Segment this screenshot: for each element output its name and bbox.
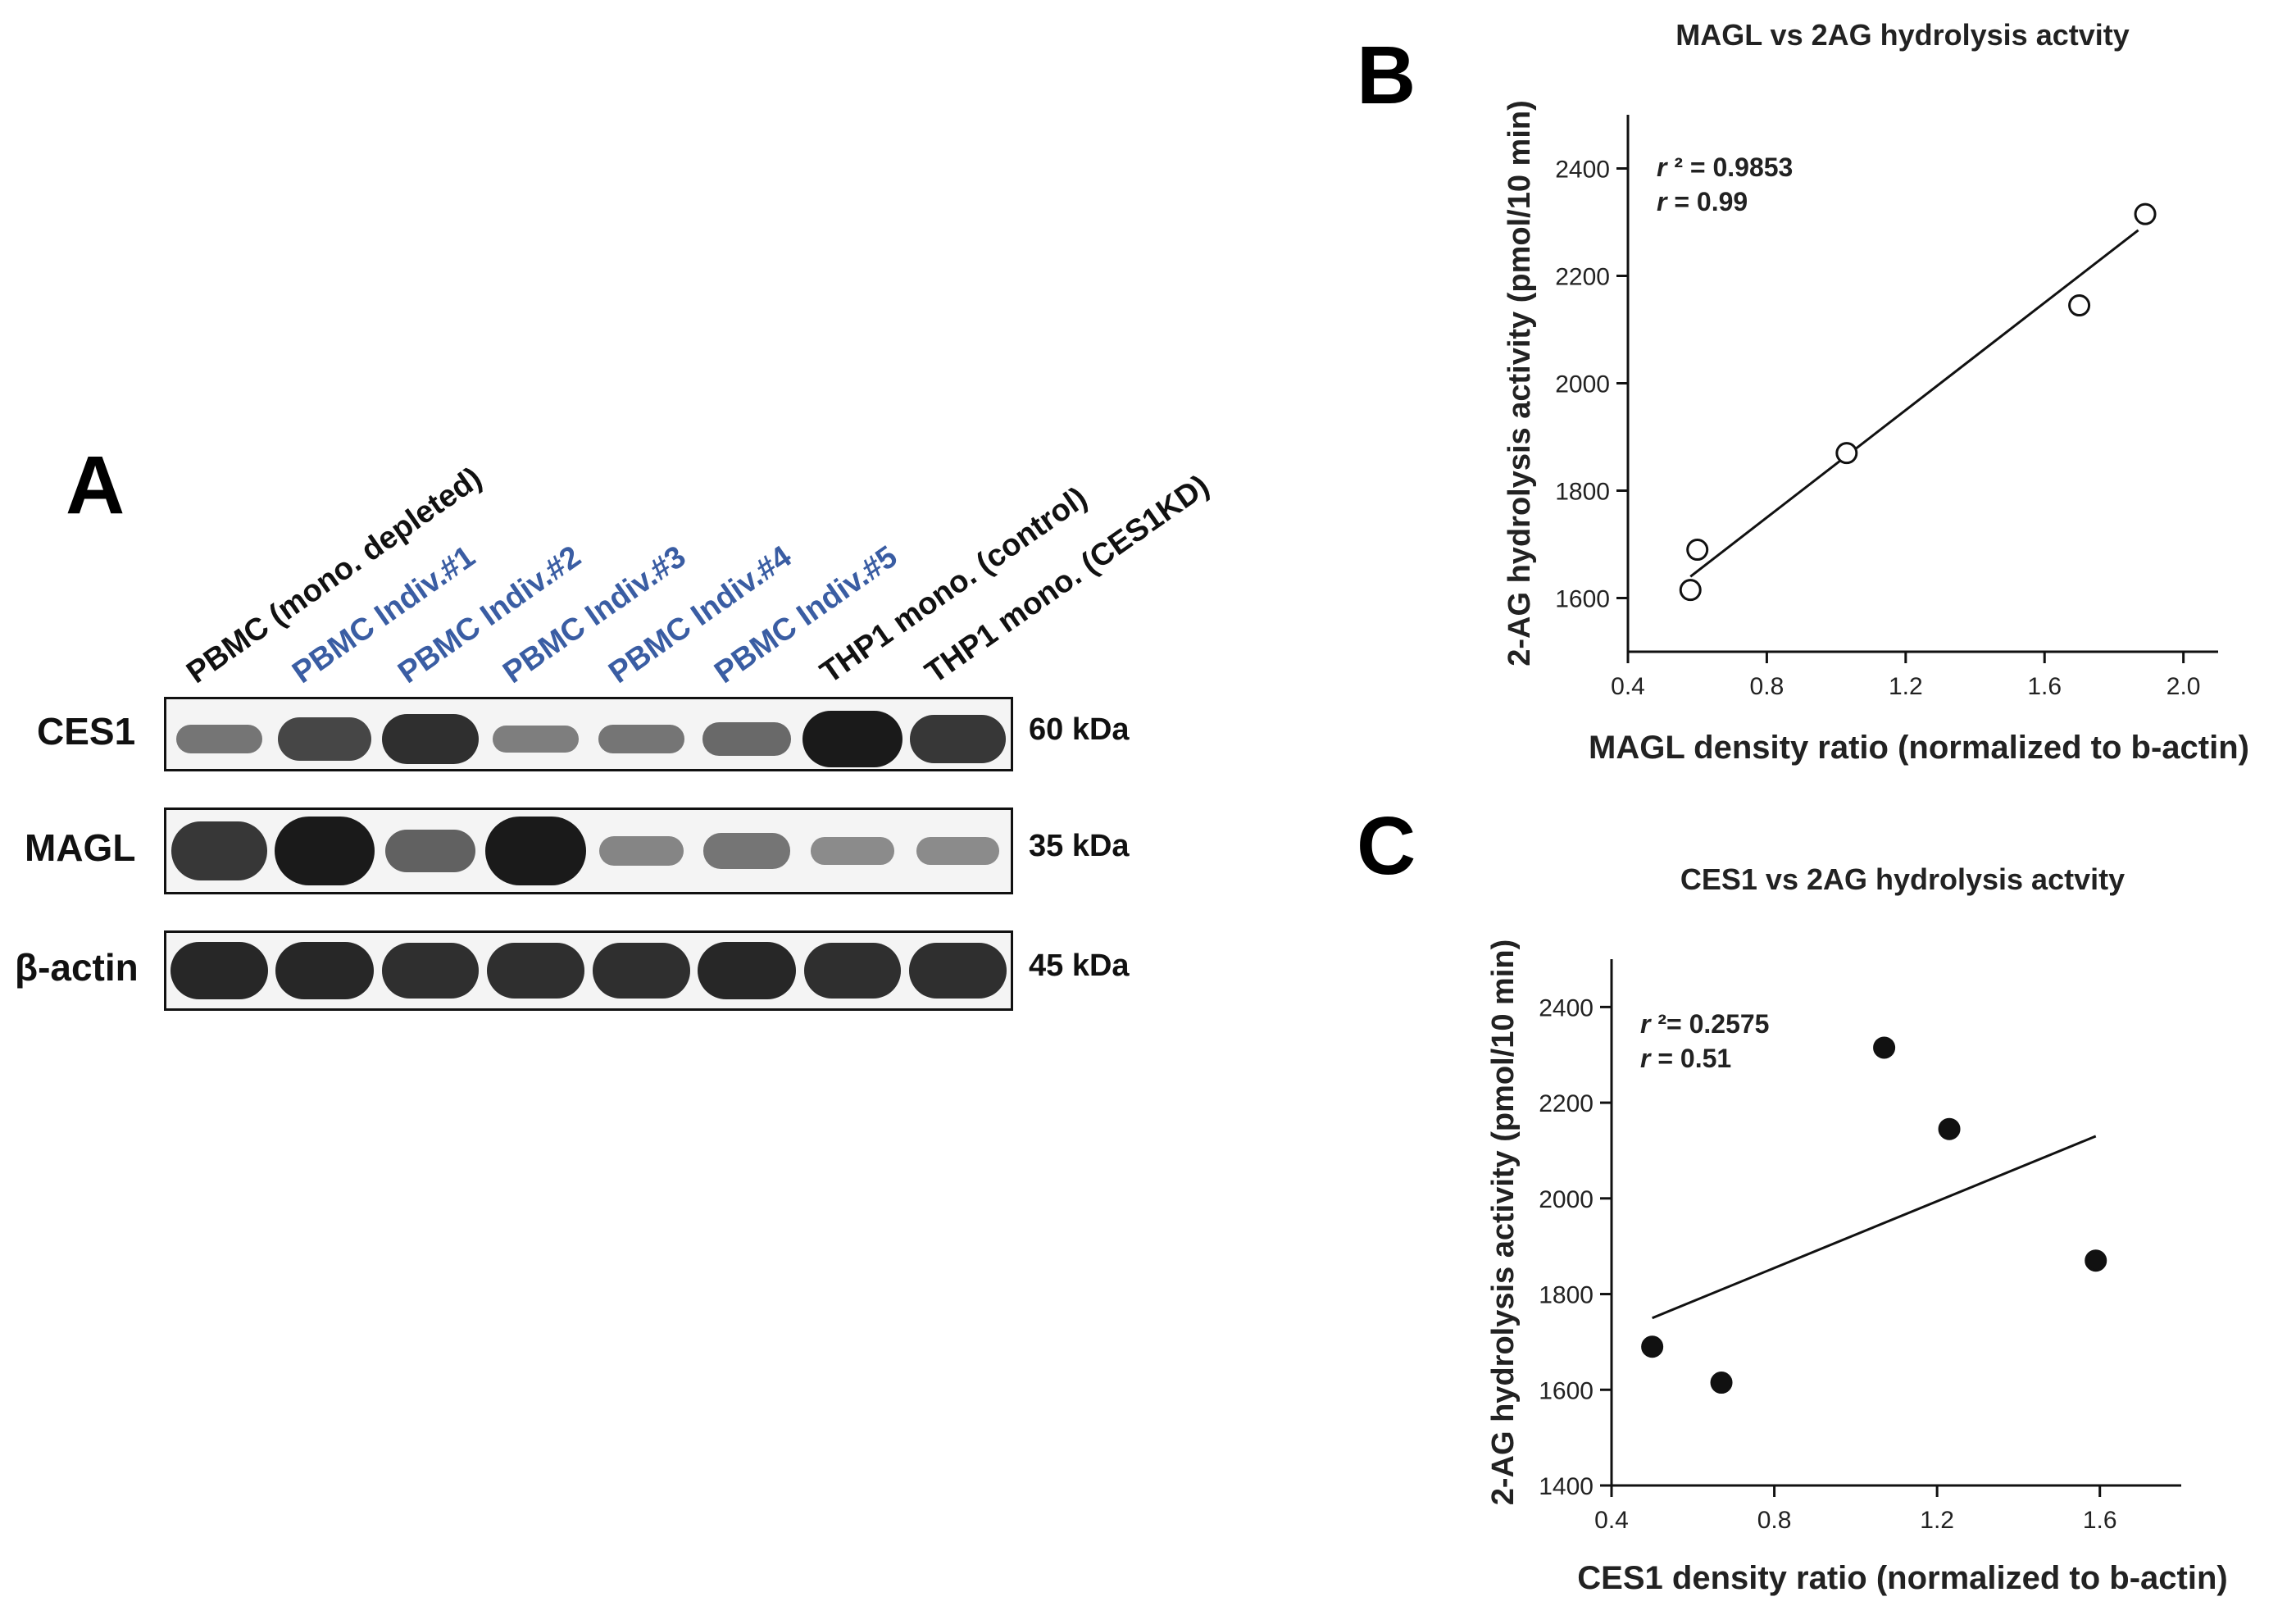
correlation-annotation: r ² = 0.9853 (1657, 152, 1793, 182)
kda-label: 35 kDa (1029, 829, 1130, 863)
band (485, 817, 586, 885)
data-point (1686, 539, 1709, 562)
blot-strip (164, 808, 1013, 894)
panel-label-c: C (1357, 800, 1416, 892)
data-point (1641, 1335, 1664, 1358)
band (593, 943, 690, 999)
annotation-symbol: r (1640, 1044, 1652, 1073)
y-tick-label: 1600 (1555, 586, 1610, 613)
band (277, 717, 372, 762)
y-tick-label: 2200 (1555, 264, 1610, 291)
band (381, 713, 480, 765)
x-tick-label: 0.4 (1611, 673, 1645, 700)
data-point (1938, 1117, 1961, 1140)
data-point (1710, 1372, 1733, 1394)
lane-label: PBMC Indiv.#5 (708, 539, 904, 691)
band (698, 941, 796, 1000)
band (170, 941, 269, 1000)
band (598, 724, 685, 754)
regression-line (1652, 1135, 2097, 1320)
data-point (1679, 579, 1702, 602)
band (275, 941, 374, 1000)
band (381, 943, 480, 999)
band (802, 711, 903, 767)
lane-label: PBMC Indiv.#2 (391, 539, 587, 691)
annotation-value: = 0.99 (1666, 187, 1748, 216)
y-tick-label: 1400 (1539, 1473, 1594, 1500)
annotation-value: ²= 0.2575 (1650, 1009, 1769, 1039)
x-tick-label: 1.6 (2083, 1507, 2117, 1534)
band (170, 821, 267, 880)
x-tick-label: 0.8 (1757, 1507, 1792, 1534)
panel-label-b: B (1357, 30, 1416, 121)
lane-label: PBMC Indiv.#3 (497, 539, 693, 691)
correlation-annotation: r = 0.51 (1640, 1044, 1731, 1073)
x-tick-label: 1.2 (1920, 1507, 1954, 1534)
x-tick-label: 1.6 (2027, 673, 2062, 700)
row-label: MAGL (25, 826, 136, 869)
band (702, 722, 792, 756)
regression-line (1689, 229, 2139, 578)
band (274, 817, 375, 885)
y-tick-label: 1800 (1555, 479, 1610, 506)
row-label: β-actin (15, 946, 139, 989)
kda-label: 60 kDa (1029, 712, 1130, 747)
annotation-value: ² = 0.9853 (1666, 152, 1793, 182)
annotation-value: = 0.51 (1650, 1044, 1731, 1073)
correlation-annotation: r ²= 0.2575 (1640, 1009, 1769, 1039)
data-point (2085, 1249, 2107, 1272)
chart-magl: MAGL vs 2AG hydrolysis actvity 1600 1800 20… (1503, 18, 2249, 766)
y-axis-label: 2-AG hydrolysis activity (pmol/10 min) (1486, 939, 1521, 1506)
band (703, 833, 790, 869)
band (385, 829, 475, 873)
y-tick-label: 1800 (1539, 1282, 1594, 1309)
chart-ces1: CES1 vs 2AG hydrolysis actvity 1400 1600 18… (1486, 862, 2228, 1596)
lane-label: PBMC Indiv.#4 (602, 539, 798, 691)
annotation-symbol: r (1657, 187, 1668, 216)
annotation-symbol: r (1657, 152, 1668, 182)
correlation-annotation: r = 0.99 (1657, 187, 1748, 216)
data-point (1835, 442, 1858, 465)
blot-strip (164, 697, 1013, 771)
data-point (1873, 1036, 1896, 1059)
y-tick-label: 1600 (1539, 1377, 1594, 1404)
band (910, 715, 1007, 763)
data-point (2068, 294, 2091, 317)
data-point (2134, 202, 2157, 225)
kda-label: 45 kDa (1029, 949, 1130, 983)
band (598, 835, 684, 867)
x-axis-label: MAGL density ratio (normalized to b-acti… (1589, 730, 2249, 766)
band (916, 837, 1000, 865)
x-tick-label: 2.0 (2166, 673, 2201, 700)
x-axis-label: CES1 density ratio (normalized to b-acti… (1577, 1560, 2227, 1596)
chart-title: MAGL vs 2AG hydrolysis actvity (1675, 18, 2130, 52)
y-tick-label: 2400 (1555, 157, 1610, 184)
annotation-symbol: r (1640, 1009, 1652, 1039)
band (487, 943, 584, 999)
x-tick-label: 0.8 (1750, 673, 1785, 700)
band (493, 726, 579, 753)
y-axis-label: 2-AG hydrolysis activity (pmol/10 min) (1503, 100, 1537, 666)
chart-title: CES1 vs 2AG hydrolysis actvity (1680, 862, 2125, 896)
panel-label-a: A (66, 439, 125, 531)
x-tick-label: 0.4 (1594, 1507, 1629, 1534)
band (909, 943, 1007, 999)
band (811, 837, 894, 865)
blot-strip (164, 930, 1013, 1011)
y-tick-label: 2200 (1539, 1090, 1594, 1117)
x-tick-label: 1.2 (1889, 673, 1923, 700)
row-label: CES1 (37, 709, 136, 753)
band (175, 724, 263, 754)
y-tick-label: 2400 (1539, 994, 1594, 1021)
band (803, 943, 902, 999)
y-tick-label: 2000 (1555, 371, 1610, 398)
y-tick-label: 2000 (1539, 1186, 1594, 1213)
